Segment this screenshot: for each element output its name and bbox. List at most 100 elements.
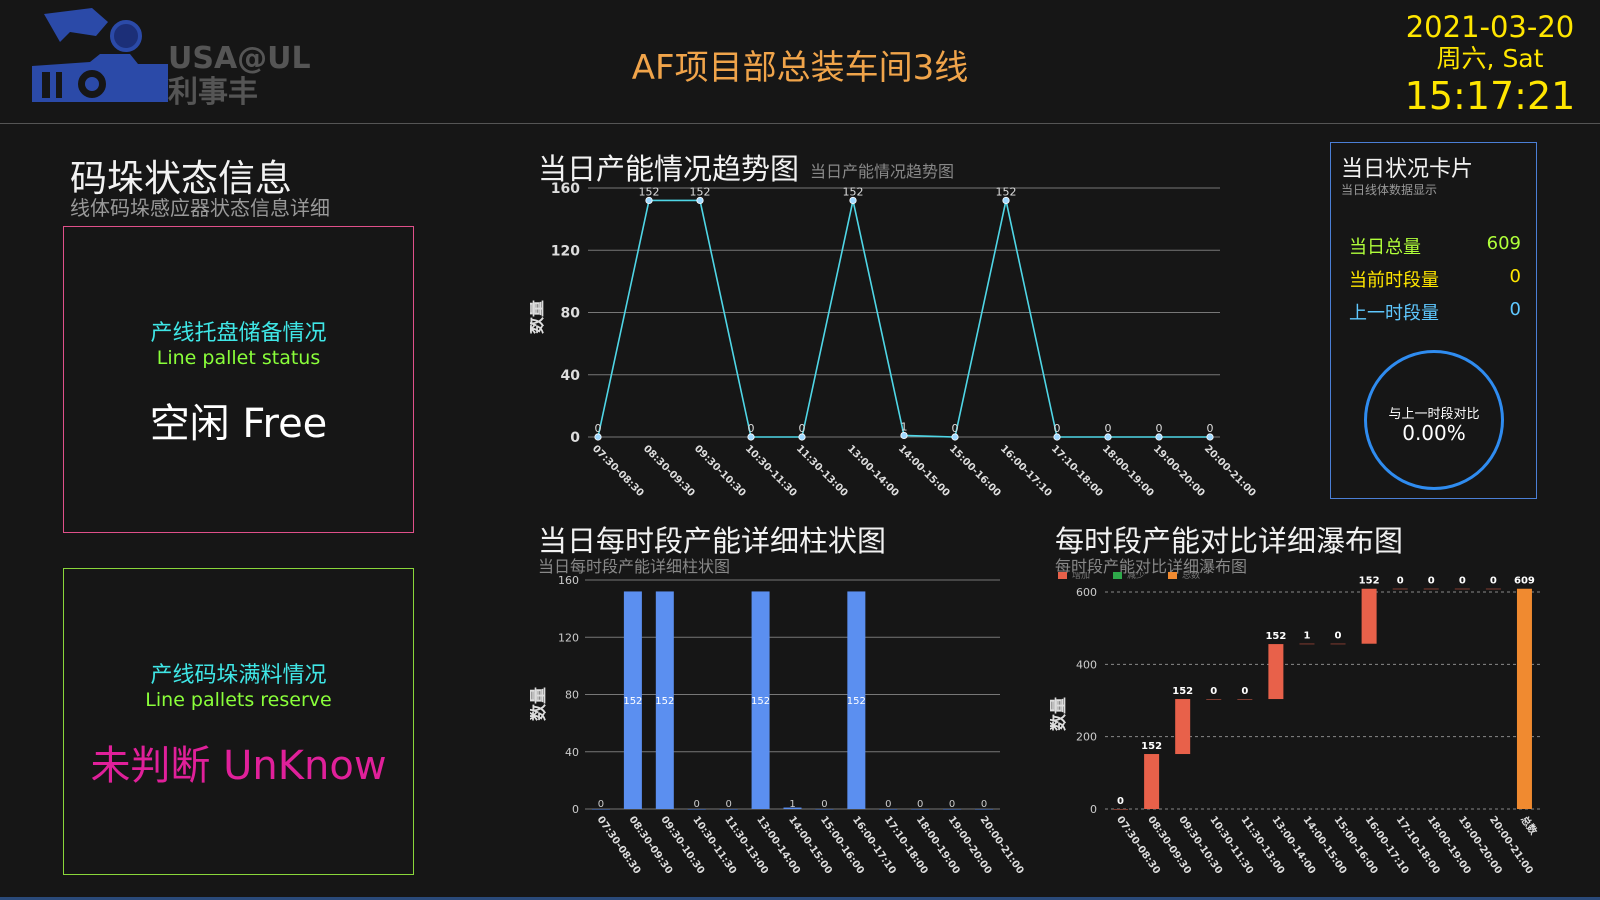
card-row-previous: 上一时段量 0	[1349, 299, 1521, 325]
bar-value-label: 0	[885, 799, 891, 810]
bar-chart-subtitle: 当日每时段产能详细柱状图	[538, 557, 731, 576]
pallet-reserve-label-cn: 产线码垛满料情况	[150, 663, 327, 688]
daily-status-card: 当日状况卡片 当日线体数据显示 当日总量 609 当前时段量 0 上一时段量 0…	[1330, 142, 1537, 499]
data-point	[951, 433, 959, 441]
card-row-label: 当前时段量	[1349, 270, 1439, 291]
series-line	[597, 199, 1210, 438]
data-point	[747, 433, 755, 441]
footer-bar	[0, 897, 1600, 900]
header-divider	[0, 123, 1600, 124]
comparison-ring: 与上一时段对比 0.00%	[1364, 350, 1504, 490]
data-point	[849, 196, 857, 205]
ring-value: 0.00%	[1402, 421, 1466, 445]
pallet-reserve-label-en: Line pallets reserve	[145, 689, 332, 711]
waterfall-bar	[1268, 644, 1284, 700]
bar-value-label: 0	[1428, 576, 1435, 587]
x-tick-label: 16:00-17:10	[998, 443, 1054, 499]
bar-value-label: 0	[1210, 686, 1217, 697]
bar-y-axis-label: 数量	[530, 687, 549, 721]
trend-y-axis-label: 数量	[530, 300, 547, 334]
bar	[847, 591, 866, 809]
legend-label: 减少	[1127, 572, 1145, 581]
waterfall-bar	[1113, 809, 1129, 810]
data-label: 152	[996, 185, 1017, 198]
bar-value-label: 1	[1303, 631, 1310, 642]
weekday-text: 周六, Sat	[1436, 44, 1544, 73]
y-tick-label: 0	[1090, 803, 1097, 816]
card-title: 当日状况卡片	[1341, 157, 1474, 182]
bar	[975, 809, 994, 810]
camera-logo-icon	[32, 8, 168, 102]
x-tick-label: 20:00-21:00	[1202, 443, 1258, 499]
bar-value-label: 152	[655, 696, 674, 707]
legend-swatch	[1168, 572, 1177, 579]
bar	[655, 591, 674, 809]
bar-value-label: 0	[1335, 631, 1342, 642]
waterfall-bar	[1423, 588, 1439, 590]
clock-text: 15:17:21	[1404, 74, 1576, 118]
pallet-status-panel: 产线托盘储备情况 Line pallet status 空闲 Free	[63, 226, 414, 533]
y-tick-label: 40	[565, 746, 579, 759]
data-label: 152	[639, 185, 660, 198]
bar-value-label: 152	[751, 696, 770, 707]
card-row-current: 当前时段量 0	[1349, 266, 1521, 292]
x-tick-label: 17:10-18:00	[1049, 443, 1105, 499]
y-tick-label: 80	[565, 689, 579, 702]
bar	[943, 809, 962, 810]
waterfall-bar	[1454, 588, 1470, 590]
data-label: 0	[952, 422, 959, 435]
pallet-status-label-en: Line pallet status	[156, 347, 321, 369]
data-label: 0	[799, 422, 806, 435]
bar-value-label: 0	[821, 799, 827, 810]
pallet-status-value: 空闲 Free	[149, 401, 328, 447]
bar	[719, 809, 738, 810]
bar	[751, 591, 770, 809]
card-row-value: 609	[1486, 233, 1521, 254]
bar-value-label: 0	[981, 799, 987, 810]
logo-text: USA@UL	[168, 41, 311, 76]
bar	[783, 807, 802, 809]
x-tick-label: 10:30-11:30	[743, 443, 799, 499]
bar-value-label: 0	[1241, 686, 1248, 697]
bar-value-label: 152	[1359, 576, 1380, 587]
x-tick-label: 15:00-16:00	[947, 443, 1003, 499]
x-tick-label: 总数	[1518, 813, 1541, 838]
data-label: 0	[1105, 422, 1112, 435]
y-tick-label: 160	[558, 574, 579, 587]
bar	[687, 809, 706, 810]
y-tick-label: 120	[551, 243, 580, 259]
bar-value-label: 0	[917, 799, 923, 810]
data-point	[696, 196, 704, 205]
bar	[623, 591, 642, 809]
bar-value-label: 152	[847, 696, 866, 707]
legend-label: 总数	[1182, 572, 1200, 581]
x-tick-label: 08:30-09:30	[641, 443, 697, 499]
card-row-label: 当日总量	[1349, 237, 1421, 258]
legend-label: 增加	[1072, 572, 1090, 581]
x-tick-label: 18:00-19:00	[1100, 443, 1156, 499]
data-label: 1	[901, 420, 908, 433]
data-label: 0	[1054, 422, 1061, 435]
bar-value-label: 152	[1141, 741, 1162, 752]
bar	[815, 809, 834, 810]
y-tick-label: 80	[561, 306, 581, 322]
data-label: 152	[843, 185, 864, 198]
waterfall-bar	[1299, 643, 1315, 645]
company-logo: USA@UL 利事丰	[30, 8, 350, 110]
x-tick-label: 07:30-08:30	[590, 443, 646, 499]
bar-value-label: 152	[623, 696, 642, 707]
bar-value-label: 0	[1490, 576, 1497, 587]
waterfall-bar	[1516, 588, 1532, 809]
ring-label: 与上一时段对比	[1388, 407, 1480, 422]
x-tick-label: 11:30-13:00	[794, 443, 850, 499]
bar	[879, 809, 898, 810]
bar-value-label: 1	[789, 799, 795, 810]
data-label: 0	[1207, 422, 1214, 435]
trend-chart-subtitle: 当日产能情况趋势图	[810, 162, 955, 181]
data-point	[1002, 196, 1010, 205]
data-label: 0	[1156, 422, 1163, 435]
x-tick-label: 19:00-20:00	[1151, 443, 1207, 499]
waterfall-chart-title: 每时段产能对比详细瀑布图	[1055, 524, 1404, 558]
y-tick-label: 0	[570, 430, 580, 446]
data-point	[645, 196, 653, 205]
